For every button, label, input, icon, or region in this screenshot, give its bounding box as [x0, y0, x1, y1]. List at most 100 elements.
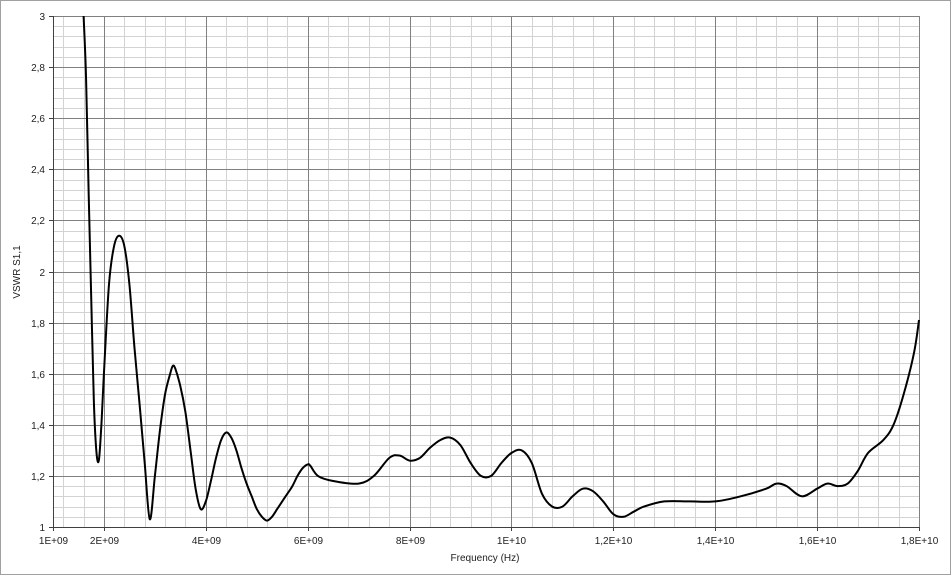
data-point — [317, 475, 318, 476]
y-tick-label: 1,4 — [31, 421, 45, 432]
data-point — [246, 483, 247, 484]
data-point — [460, 445, 461, 446]
data-point — [83, 15, 84, 16]
data-point — [226, 432, 227, 433]
data-point — [419, 457, 420, 458]
data-point — [271, 516, 272, 517]
x-tick-labels: 1E+09 2E+09 4E+09 6E+09 8E+09 1E+10 1,2E+10 1,4… — [39, 536, 939, 547]
data-point — [766, 488, 767, 489]
data-point — [613, 514, 614, 515]
data-point — [480, 475, 481, 476]
series-layer — [82, 15, 920, 522]
data-point — [389, 457, 390, 458]
data-point — [913, 353, 914, 354]
data-point — [282, 501, 283, 502]
data-point — [241, 468, 242, 469]
data-point — [307, 464, 308, 465]
data-point — [93, 399, 94, 400]
data-point — [333, 480, 334, 481]
y-axis-label: VSWR S1,1 — [12, 245, 23, 299]
data-point — [643, 506, 644, 507]
data-point — [215, 457, 216, 458]
data-point — [98, 460, 99, 461]
data-point — [603, 501, 604, 502]
major-grid — [53, 16, 920, 527]
data-point — [592, 491, 593, 492]
data-point — [261, 516, 262, 517]
data-point — [297, 475, 298, 476]
data-point — [776, 483, 777, 484]
data-point — [373, 475, 374, 476]
data-point — [221, 440, 222, 441]
y-tick-label: 2,2 — [31, 216, 45, 227]
data-point — [251, 496, 252, 497]
data-point — [868, 452, 869, 453]
data-point — [837, 486, 838, 487]
y-tick-label: 2,6 — [31, 114, 45, 125]
x-axis-label: Frequency (Hz) — [451, 553, 520, 564]
data-point — [358, 483, 359, 484]
x-tick-label: 4E+09 — [192, 536, 222, 547]
data-point — [200, 509, 201, 510]
data-point — [429, 447, 430, 448]
data-point — [266, 520, 267, 521]
y-tick-label: 2,4 — [31, 165, 45, 176]
y-tick-label: 1,6 — [31, 370, 45, 381]
data-point — [715, 501, 716, 502]
y-tick-label: 2 — [39, 268, 45, 279]
data-point — [440, 440, 441, 441]
data-point — [786, 486, 787, 487]
y-tick-labels: 1 1,2 1,4 1,6 1,8 2 2,2 2,4 2,6 2,8 3 — [31, 12, 45, 534]
data-point — [521, 450, 522, 451]
y-tick-label: 1,8 — [31, 319, 45, 330]
data-point — [165, 394, 166, 395]
data-point — [124, 245, 125, 246]
data-point — [172, 365, 173, 366]
minor-grid — [53, 16, 919, 527]
data-point — [108, 284, 109, 285]
data-point — [302, 468, 303, 469]
data-point — [470, 463, 471, 464]
y-tick-label: 1 — [39, 523, 45, 534]
data-point — [552, 506, 553, 507]
data-point — [134, 348, 135, 349]
x-tick-label: 1E+10 — [497, 536, 527, 547]
x-tick-label: 2E+09 — [90, 536, 120, 547]
data-point — [893, 424, 894, 425]
data-point — [96, 450, 97, 451]
data-point — [562, 506, 563, 507]
data-point — [918, 319, 919, 320]
data-point — [205, 501, 206, 502]
x-tick-label: 6E+09 — [294, 536, 324, 547]
data-point — [175, 368, 176, 369]
data-point — [144, 463, 145, 464]
data-point — [827, 483, 828, 484]
y-tick-label: 3 — [39, 12, 45, 23]
data-point — [582, 488, 583, 489]
data-point — [154, 475, 155, 476]
data-point — [847, 483, 848, 484]
data-point — [210, 480, 211, 481]
data-point — [190, 450, 191, 451]
data-point — [399, 455, 400, 456]
x-tick-label: 1,8E+10 — [901, 536, 939, 547]
data-point — [572, 496, 573, 497]
data-point — [409, 460, 410, 461]
data-point — [511, 452, 512, 453]
data-point — [292, 486, 293, 487]
data-point — [801, 496, 802, 497]
data-point — [883, 440, 884, 441]
data-point — [277, 509, 278, 510]
x-tick-label: 1E+09 — [39, 536, 69, 547]
data-point — [664, 501, 665, 502]
data-point — [170, 373, 171, 374]
data-point — [857, 470, 858, 471]
data-point — [310, 465, 311, 466]
axes — [49, 16, 920, 531]
data-point — [103, 373, 104, 374]
data-point — [91, 297, 92, 298]
data-point — [256, 509, 257, 510]
x-tick-label: 1,2E+10 — [595, 536, 633, 547]
